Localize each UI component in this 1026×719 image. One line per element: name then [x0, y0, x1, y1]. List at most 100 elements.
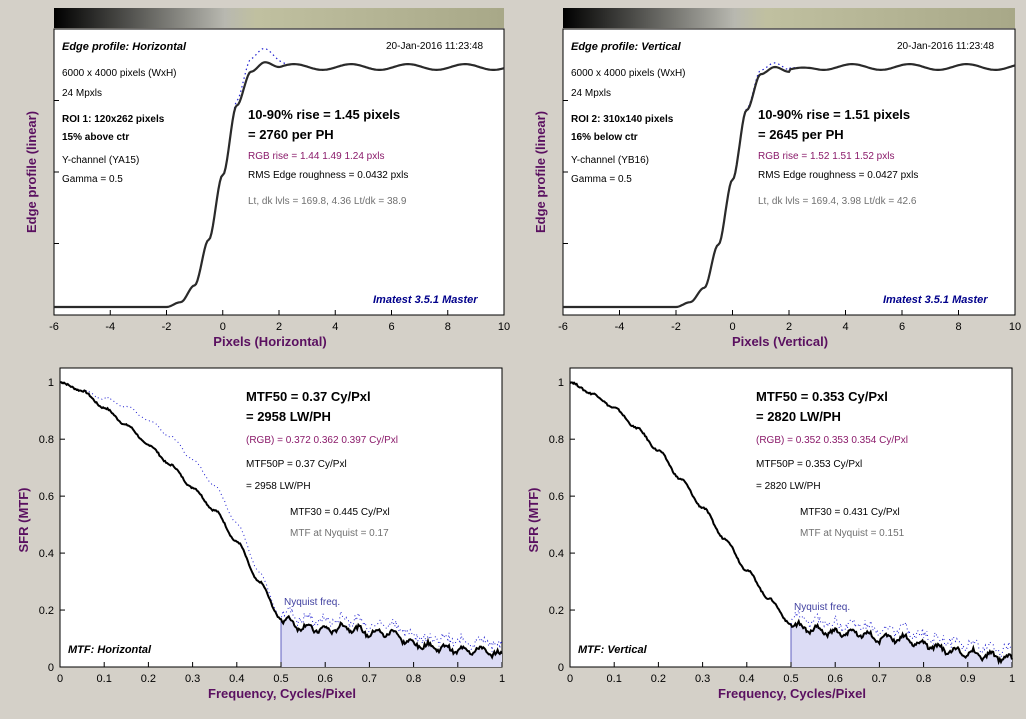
x-tick-label: -6	[558, 321, 568, 333]
image-size: 6000 x 4000 pixels (WxH)	[62, 68, 177, 79]
gradient-strip	[54, 8, 504, 28]
mtf50p: MTF50P = 0.353 Cy/Pxl	[756, 459, 862, 470]
edge-curves	[563, 62, 1016, 309]
y-axis-label: Edge profile (linear)	[533, 111, 548, 233]
mtf50p-lwph: = 2820 LW/PH	[756, 481, 821, 492]
rise-per-ph: = 2760 per PH	[248, 127, 334, 142]
nyquist-fill	[790, 621, 1012, 667]
mtf-curve	[59, 381, 503, 660]
mtf50-lwph: = 2958 LW/PH	[246, 409, 331, 424]
x-tick-label: 6	[388, 321, 394, 333]
x-tick-label: 10	[498, 321, 510, 333]
x-tick-label: -6	[49, 321, 59, 333]
mtf50-lwph: = 2820 LW/PH	[756, 409, 841, 424]
levels: Lt, dk lvls = 169.8, 4.36 Lt/dk = 38.9	[248, 196, 407, 207]
mtf-title: MTF: Vertical	[578, 644, 648, 656]
rgb-rise: RGB rise = 1.44 1.49 1.24 pxls	[248, 151, 384, 162]
megapixels: 24 Mpxls	[571, 88, 611, 99]
x-tick-label: 0	[567, 673, 573, 685]
x-tick-label: 8	[445, 321, 451, 333]
x-tick-label: 0	[729, 321, 735, 333]
mtf30: MTF30 = 0.431 Cy/Pxl	[800, 507, 900, 518]
mtf-at-nyquist: MTF at Nyquist = 0.17	[290, 528, 389, 539]
x-tick-label: 0.4	[739, 673, 754, 685]
image-size: 6000 x 4000 pixels (WxH)	[571, 68, 686, 79]
x-tick-label: 0.8	[406, 673, 421, 685]
timestamp: 20-Jan-2016 11:23:48	[386, 41, 484, 52]
nyquist-label: Nyquist freq.	[284, 597, 340, 608]
mtf50: MTF50 = 0.353 Cy/Pxl	[756, 389, 888, 404]
y-tick-label: 0.6	[39, 491, 54, 503]
roi-location: 16% below ctr	[571, 132, 638, 143]
x-tick-label: 0.7	[362, 673, 377, 685]
roi-size: ROI 1: 120x262 pixels	[62, 114, 165, 125]
x-tick-label: 6	[899, 321, 905, 333]
mtf-curves	[59, 381, 503, 660]
gamma: Gamma = 0.5	[62, 174, 123, 185]
x-tick-label: 0.4	[229, 673, 244, 685]
x-tick-label: 0.6	[828, 673, 843, 685]
x-tick-label: 2	[786, 321, 792, 333]
y-axis-label: SFR (MTF)	[16, 488, 31, 553]
x-tick-label: 8	[955, 321, 961, 333]
x-tick-label: 0.3	[695, 673, 710, 685]
mtf-curve	[569, 381, 1013, 666]
edge-plot-area	[53, 28, 505, 316]
x-tick-label: 1	[499, 673, 505, 685]
x-tick-label: 0	[57, 673, 63, 685]
x-tick-label: 0.9	[960, 673, 975, 685]
mtf-title: MTF: Horizontal	[68, 644, 152, 656]
y-tick-label: 0.8	[549, 434, 564, 446]
y-tick-label: 0.2	[39, 605, 54, 617]
mtf50-rgb: (RGB) = 0.352 0.353 0.354 Cy/Pxl	[756, 435, 908, 446]
x-axis-label: Pixels (Vertical)	[732, 334, 828, 349]
mtf-curves	[569, 381, 1013, 666]
mtf50p: MTF50P = 0.37 Cy/Pxl	[246, 459, 347, 470]
y-tick-label: 1	[558, 377, 564, 389]
x-tick-label: -4	[105, 321, 115, 333]
nyquist-area	[791, 621, 1012, 667]
y-tick-label: 0.4	[549, 548, 564, 560]
nyquist-fill	[280, 616, 502, 667]
x-tick-label: 0	[220, 321, 226, 333]
x-tick-label: 0.7	[872, 673, 887, 685]
brand-label: Imatest 3.5.1 Master	[373, 294, 478, 306]
edge-roughness: RMS Edge roughness = 0.0427 pxls	[758, 170, 918, 181]
rgb-rise: RGB rise = 1.52 1.51 1.52 pxls	[758, 151, 894, 162]
x-tick-label: 0.2	[651, 673, 666, 685]
megapixels: 24 Mpxls	[62, 88, 102, 99]
x-tick-label: 0.9	[450, 673, 465, 685]
y-tick-label: 0.6	[549, 491, 564, 503]
channel: Y-channel (YB16)	[571, 155, 649, 166]
rise-per-ph: = 2645 per PH	[758, 127, 844, 142]
x-tick-label: 0.3	[185, 673, 200, 685]
gamma: Gamma = 0.5	[571, 174, 632, 185]
rise-value: 10-90% rise = 1.45 pixels	[248, 107, 400, 122]
x-ticks: -6 -4 -2 0 2 4 6 8 10	[49, 100, 510, 333]
x-tick-label: 0.2	[141, 673, 156, 685]
roi-location: 15% above ctr	[62, 132, 129, 143]
nyquist-area	[281, 616, 502, 667]
x-axis-label: Pixels (Horizontal)	[213, 334, 326, 349]
x-tick-label: 1	[1009, 673, 1015, 685]
x-tick-label: 2	[276, 321, 282, 333]
x-ticks: 0 0.1 0.2 0.3 0.4 0.5 0.6 0.7 0.8 0.9 1	[567, 662, 1015, 685]
roi-size: ROI 2: 310x140 pixels	[571, 114, 674, 125]
mtf-plot-area	[59, 367, 503, 668]
y-tick-label: 0	[558, 662, 564, 674]
y-tick-label: 0.4	[39, 548, 54, 560]
nyquist-label: Nyquist freq.	[794, 602, 850, 613]
x-tick-label: 4	[332, 321, 338, 333]
x-tick-label: -4	[615, 321, 625, 333]
edge-panel-vertical: -6 -4 -2 0 2 4 6 8 10 Edge profile: Vertical 20-…	[533, 8, 1021, 349]
x-ticks: -6 -4 -2 0 2 4 6 8 10	[558, 100, 1021, 333]
x-tick-label: -2	[162, 321, 172, 333]
x-tick-label: 4	[842, 321, 848, 333]
y-tick-label: 0	[48, 662, 54, 674]
x-tick-label: 0.1	[97, 673, 112, 685]
x-tick-label: 0.5	[273, 673, 288, 685]
levels: Lt, dk lvls = 169.4, 3.98 Lt/dk = 42.6	[758, 196, 917, 207]
mtf-blue-channel	[59, 381, 503, 652]
x-tick-label: 0.5	[783, 673, 798, 685]
y-tick-label: 0.8	[39, 434, 54, 446]
